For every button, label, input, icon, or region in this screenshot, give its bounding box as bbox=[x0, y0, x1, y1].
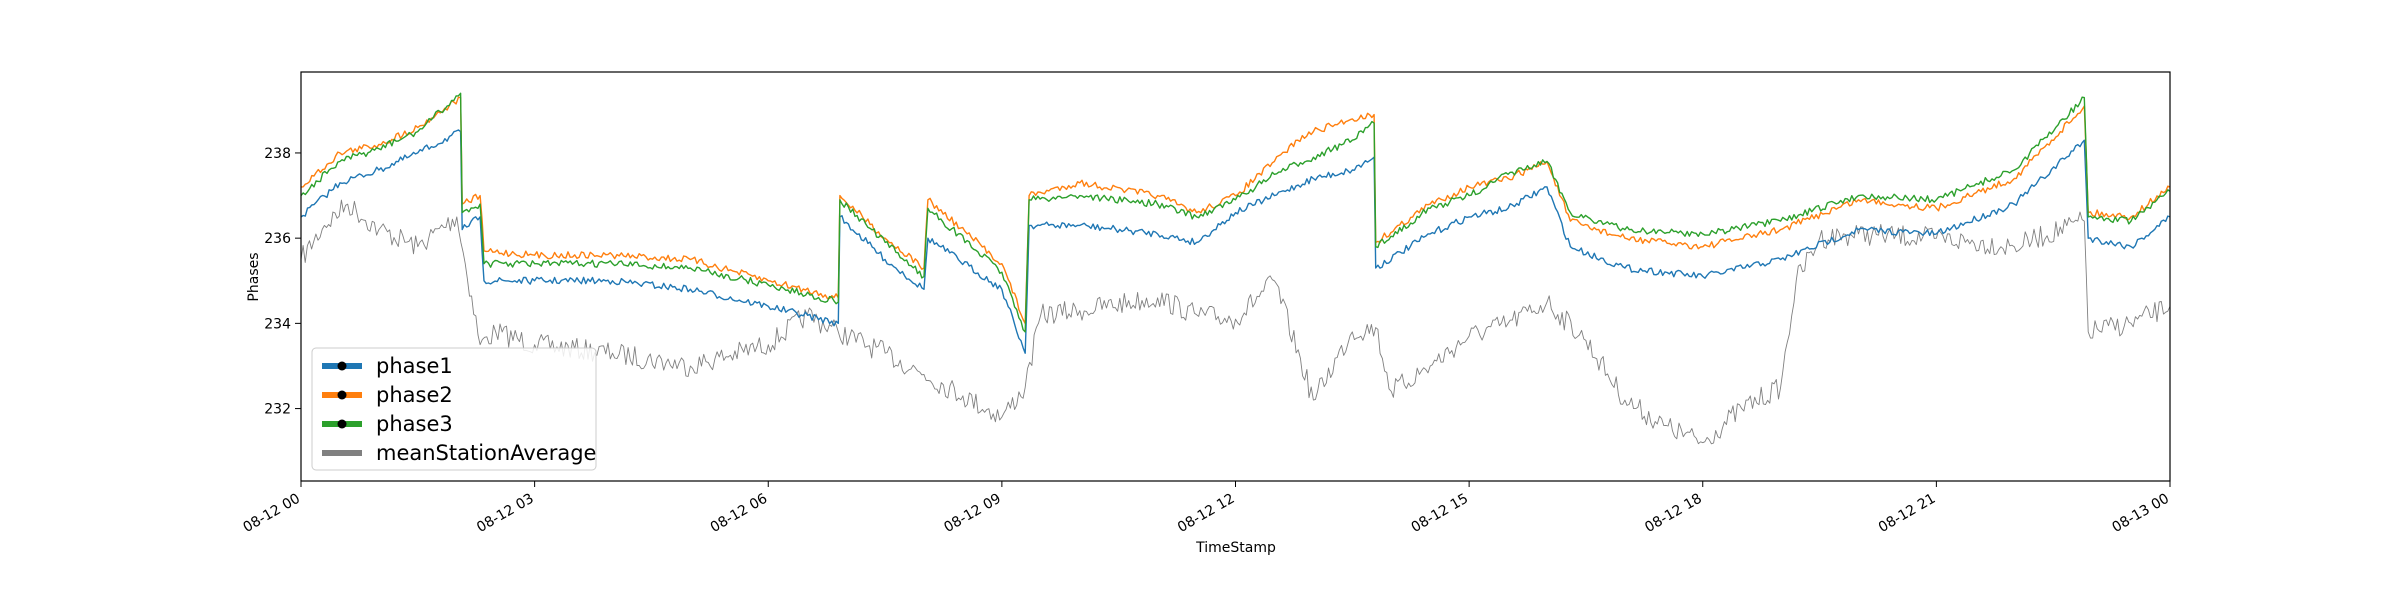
x-axis: 08-12 00 08-12 03 08-12 06 08-12 09 08-12 12… bbox=[240, 481, 2172, 536]
x-tick-label: 08-12 12 bbox=[1175, 491, 1238, 536]
series-line-phase1 bbox=[300, 129, 2171, 354]
x-axis-label: TimeStamp bbox=[1195, 540, 1276, 556]
x-tick-label: 08-13 00 bbox=[2109, 491, 2172, 536]
series-line-phase3 bbox=[300, 92, 2171, 333]
x-tick-label: 08-12 06 bbox=[708, 491, 771, 536]
legend-box bbox=[311, 347, 597, 471]
y-tick-label: 236 bbox=[264, 231, 291, 247]
x-tick-label: 08-12 03 bbox=[474, 491, 537, 536]
legend-marker bbox=[337, 390, 347, 400]
series-layer bbox=[300, 92, 2171, 445]
y-tick-label: 234 bbox=[264, 316, 291, 332]
legend-label: phase1 bbox=[376, 354, 453, 378]
legend: phase1 phase2 phase3 meanStationAverage bbox=[311, 347, 597, 471]
legend-label: phase2 bbox=[376, 383, 453, 407]
legend-marker bbox=[337, 361, 347, 371]
x-tick-label: 08-12 21 bbox=[1876, 491, 1939, 536]
y-tick-label: 238 bbox=[264, 146, 291, 162]
legend-label: phase3 bbox=[376, 412, 453, 436]
y-tick-label: 232 bbox=[264, 402, 291, 418]
series-line-phase2 bbox=[300, 96, 2171, 325]
y-axis: 232 234 236 238 bbox=[264, 146, 301, 418]
x-tick-label: 08-12 18 bbox=[1642, 491, 1705, 536]
y-axis-label: Phases bbox=[246, 252, 262, 301]
legend-marker bbox=[337, 419, 347, 429]
x-tick-label: 08-12 15 bbox=[1409, 491, 1472, 536]
series-line-meanStationAverage bbox=[300, 199, 2171, 445]
x-tick-label: 08-12 09 bbox=[941, 491, 1004, 536]
x-tick-label: 08-12 00 bbox=[240, 491, 303, 536]
legend-label: meanStationAverage bbox=[376, 441, 596, 465]
